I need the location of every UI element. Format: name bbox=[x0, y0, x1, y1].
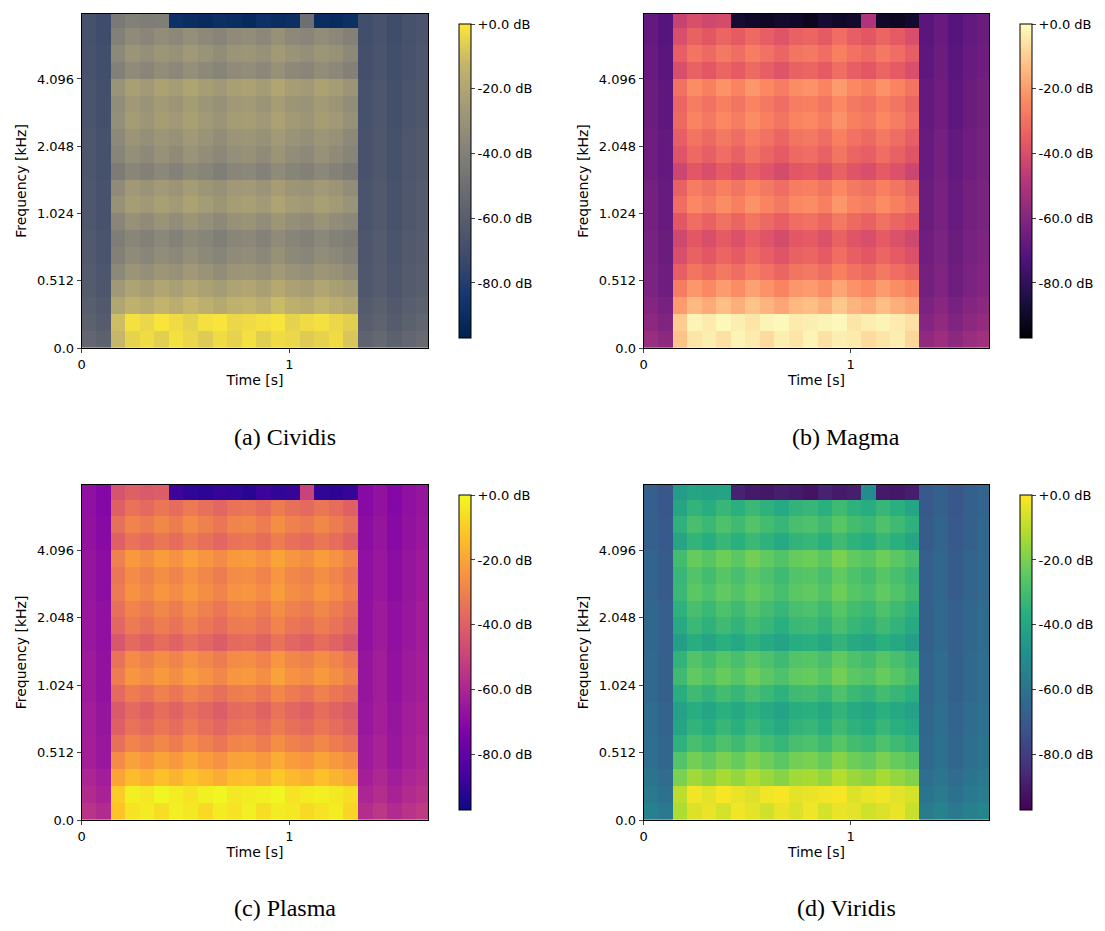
svg-text:-60.0 dB: -60.0 dB bbox=[1039, 682, 1094, 697]
svg-text:0.512: 0.512 bbox=[37, 745, 74, 760]
svg-text:-60.0 dB: -60.0 dB bbox=[478, 211, 533, 226]
svg-text:0: 0 bbox=[78, 357, 86, 372]
svg-text:-20.0 dB: -20.0 dB bbox=[1039, 553, 1094, 568]
svg-text:+0.0 dB: +0.0 dB bbox=[478, 17, 531, 32]
svg-text:(a) Cividis: (a) Cividis bbox=[234, 424, 336, 450]
svg-text:1.024: 1.024 bbox=[37, 206, 74, 221]
svg-text:0: 0 bbox=[78, 829, 86, 844]
svg-text:2.048: 2.048 bbox=[37, 139, 74, 154]
svg-text:0.512: 0.512 bbox=[599, 273, 636, 288]
svg-text:4.096: 4.096 bbox=[37, 72, 74, 87]
svg-text:1: 1 bbox=[847, 829, 855, 844]
svg-text:0.0: 0.0 bbox=[53, 813, 74, 828]
svg-text:+0.0 dB: +0.0 dB bbox=[478, 488, 531, 503]
svg-text:0: 0 bbox=[640, 829, 648, 844]
svg-text:1: 1 bbox=[285, 357, 293, 372]
svg-text:1: 1 bbox=[847, 357, 855, 372]
svg-text:Time [s]: Time [s] bbox=[787, 844, 845, 860]
svg-text:(b) Magma: (b) Magma bbox=[792, 424, 900, 450]
svg-text:0.512: 0.512 bbox=[599, 745, 636, 760]
svg-text:4.096: 4.096 bbox=[599, 543, 636, 558]
svg-text:-40.0 dB: -40.0 dB bbox=[1039, 617, 1094, 632]
svg-text:Time [s]: Time [s] bbox=[226, 372, 284, 388]
svg-text:Time [s]: Time [s] bbox=[226, 844, 284, 860]
svg-text:Frequency [kHz]: Frequency [kHz] bbox=[13, 124, 29, 238]
svg-text:-40.0 dB: -40.0 dB bbox=[1039, 146, 1094, 161]
svg-text:0.512: 0.512 bbox=[37, 273, 74, 288]
svg-text:Frequency [kHz]: Frequency [kHz] bbox=[575, 124, 591, 238]
svg-text:-60.0 dB: -60.0 dB bbox=[1039, 211, 1094, 226]
svg-text:0.0: 0.0 bbox=[615, 813, 636, 828]
svg-text:0.0: 0.0 bbox=[53, 341, 74, 356]
svg-text:4.096: 4.096 bbox=[37, 543, 74, 558]
svg-text:2.048: 2.048 bbox=[599, 139, 636, 154]
svg-text:Frequency [kHz]: Frequency [kHz] bbox=[13, 596, 29, 710]
svg-text:-60.0 dB: -60.0 dB bbox=[478, 682, 533, 697]
svg-text:-80.0 dB: -80.0 dB bbox=[478, 276, 533, 291]
svg-text:+0.0 dB: +0.0 dB bbox=[1039, 17, 1092, 32]
svg-text:+0.0 dB: +0.0 dB bbox=[1039, 488, 1092, 503]
svg-text:-20.0 dB: -20.0 dB bbox=[478, 81, 533, 96]
svg-text:-80.0 dB: -80.0 dB bbox=[478, 747, 533, 762]
svg-text:-20.0 dB: -20.0 dB bbox=[478, 553, 533, 568]
svg-text:1: 1 bbox=[285, 829, 293, 844]
svg-text:(d) Viridis: (d) Viridis bbox=[797, 895, 896, 921]
svg-text:-20.0 dB: -20.0 dB bbox=[1039, 81, 1094, 96]
svg-text:4.096: 4.096 bbox=[599, 72, 636, 87]
svg-text:1.024: 1.024 bbox=[599, 206, 636, 221]
svg-text:0: 0 bbox=[640, 357, 648, 372]
svg-text:0.0: 0.0 bbox=[615, 341, 636, 356]
svg-text:Frequency [kHz]: Frequency [kHz] bbox=[575, 596, 591, 710]
svg-text:-40.0 dB: -40.0 dB bbox=[478, 617, 533, 632]
svg-text:2.048: 2.048 bbox=[599, 610, 636, 625]
svg-text:Time [s]: Time [s] bbox=[787, 372, 845, 388]
svg-text:-80.0 dB: -80.0 dB bbox=[1039, 276, 1094, 291]
svg-text:1.024: 1.024 bbox=[37, 678, 74, 693]
svg-text:(c) Plasma: (c) Plasma bbox=[234, 895, 336, 921]
svg-text:-40.0 dB: -40.0 dB bbox=[478, 146, 533, 161]
svg-text:1.024: 1.024 bbox=[599, 678, 636, 693]
svg-text:-80.0 dB: -80.0 dB bbox=[1039, 747, 1094, 762]
svg-text:2.048: 2.048 bbox=[37, 610, 74, 625]
